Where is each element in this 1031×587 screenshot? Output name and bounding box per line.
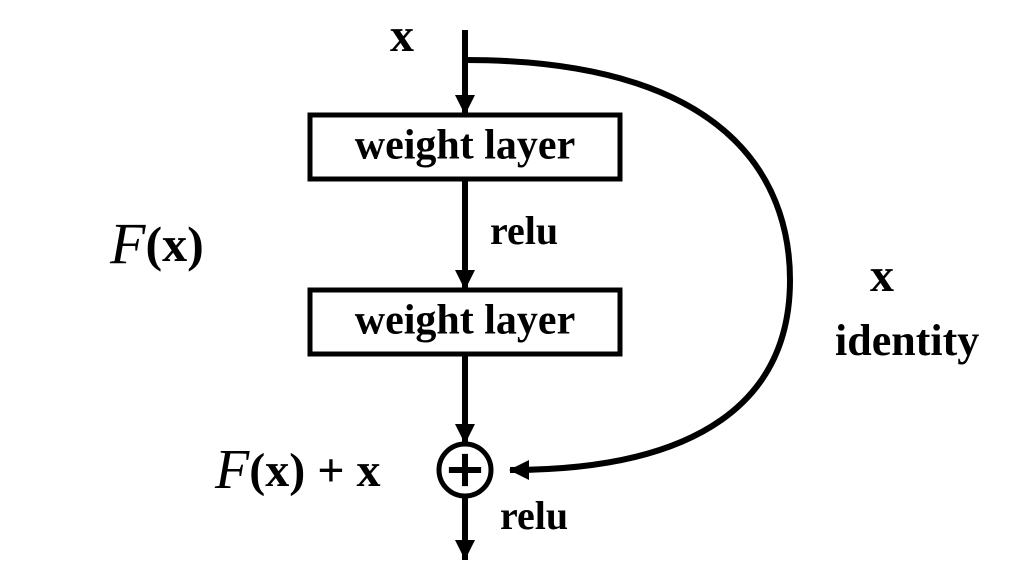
fx-plus-x-label: F(x) + x	[214, 439, 381, 501]
identity-label: identity	[835, 316, 979, 365]
relu-label-2: relu	[500, 493, 568, 538]
weight-layer-label: weight layer	[355, 123, 575, 169]
arrowhead	[455, 424, 475, 444]
weight-layer-label: weight layer	[355, 298, 575, 344]
arrowhead	[455, 95, 475, 115]
arrowhead	[455, 540, 475, 560]
identity-x-label: x	[870, 249, 894, 302]
fx-label: F(x)	[109, 211, 204, 276]
input-label: x	[390, 9, 414, 62]
arrowhead	[455, 270, 475, 290]
relu-label-1: relu	[490, 208, 558, 253]
arrowhead	[509, 460, 529, 480]
